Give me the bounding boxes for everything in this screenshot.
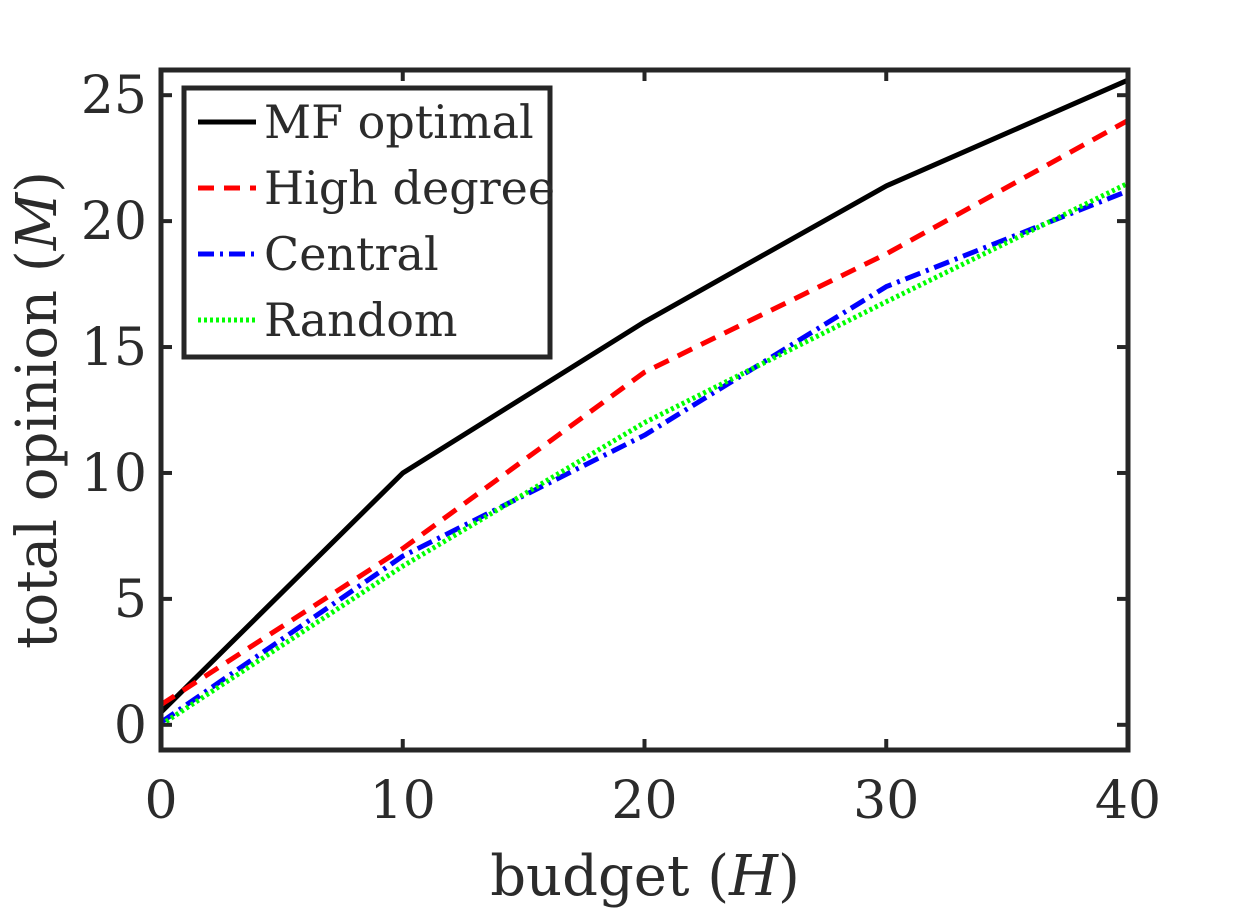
y-axis-label-text: total opinion: [5, 290, 70, 649]
legend: MF optimal High degree Central Random: [181, 85, 555, 360]
x-tick-label: 30: [853, 771, 919, 831]
y-tick-label: 0: [114, 696, 147, 756]
legend-label-high-degree: High degree: [264, 161, 555, 215]
x-tick-label: 10: [370, 771, 436, 831]
y-tick-label: 15: [81, 318, 147, 378]
x-tick-label: 0: [144, 771, 177, 831]
legend-label-central: Central: [264, 227, 439, 281]
series-line-mf-optimal: [159, 77, 1130, 714]
legend-box: [181, 85, 553, 360]
x-axis-label-text: budget: [490, 844, 690, 909]
legend-label-mf-optimal: MF optimal: [264, 95, 534, 149]
x-tick-label: 40: [1095, 771, 1161, 831]
plot-frame: [158, 67, 1131, 753]
y-tick-label: 10: [81, 444, 147, 504]
tick-label-layer: 0 10 20 30 40 0 5 10 15 20 25: [81, 66, 1161, 831]
y-axis-label-symbol: M: [5, 191, 70, 251]
x-tick-label: 20: [611, 771, 677, 831]
y-axis-label: total opinion (M): [5, 171, 70, 649]
y-tick-label: 5: [114, 570, 147, 630]
x-axis-label-symbol: H: [728, 844, 779, 909]
legend-label-random: Random: [264, 293, 458, 347]
y-tick-label: 20: [81, 192, 147, 252]
y-tick-label: 25: [81, 66, 147, 126]
series-line-central: [159, 188, 1129, 725]
series-layer: [159, 77, 1130, 727]
series-line-random: [159, 181, 1130, 727]
series-line-high-degree: [159, 118, 1130, 707]
x-axis-label: budget (H): [490, 844, 800, 909]
